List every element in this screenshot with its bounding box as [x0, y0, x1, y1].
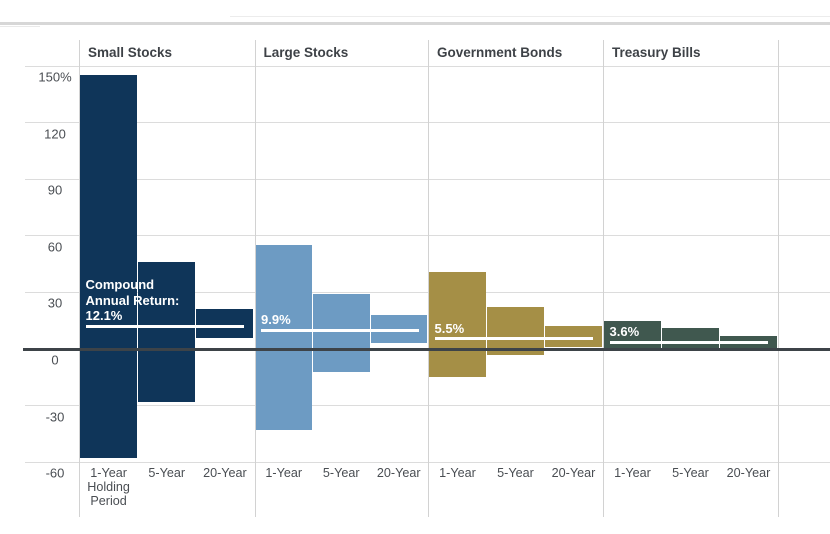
x-axis-label-line: 1-Year: [439, 466, 476, 480]
y-tick-label: -30: [45, 409, 65, 425]
compound-return-label-line: 12.1%: [85, 308, 123, 324]
x-axis-label-line: 5-Year: [672, 466, 709, 480]
group-header-large-stocks: Large Stocks: [263, 45, 349, 60]
y-gridline: [25, 178, 830, 180]
column-divider: [428, 40, 429, 517]
compound-return-label-line: 5.5%: [434, 320, 465, 336]
x-axis-label-line: 20-Year: [203, 466, 247, 480]
compound-return-label-large-stocks: 9.9%: [261, 312, 291, 328]
y-tick-label: 30: [47, 295, 63, 311]
top-rule: [0, 22, 830, 25]
compound-return-label-line: 9.9%: [261, 312, 291, 328]
x-axis-label: 5-Year: [497, 466, 534, 480]
x-axis-label: 5-Year: [323, 466, 360, 480]
x-axis-label: 20-Year: [377, 466, 421, 480]
y-gridline: [25, 122, 830, 124]
zero-axis-line: [23, 347, 830, 351]
bar-small-stocks-20-year: [196, 309, 254, 338]
y-tick-label: 150%: [38, 69, 72, 85]
compound-return-label-line: 3.6%: [609, 324, 640, 340]
column-divider: [79, 40, 80, 517]
x-axis-label: 1-Year: [439, 466, 476, 480]
column-divider: [778, 40, 779, 517]
y-gridline: [25, 235, 830, 237]
group-header-government-bonds: Government Bonds: [437, 45, 563, 60]
compound-return-line-government-bonds: [434, 337, 593, 341]
compound-return-line-treasury-bills: [609, 340, 768, 344]
bar-large-stocks-1-year: [255, 245, 312, 431]
bar-treasury-bills-5-year: [662, 328, 719, 349]
bar-large-stocks-5-year: [313, 294, 370, 372]
bar-small-stocks-1-year: [80, 75, 138, 459]
x-axis-label-line: 5-Year: [148, 466, 186, 480]
group-header-treasury-bills: Treasury Bills: [612, 45, 701, 60]
x-axis-label: 1-Year Holding Period: [87, 466, 130, 508]
y-gridline: [25, 291, 830, 293]
compound-return-line-small-stocks: [85, 324, 244, 328]
y-gridline: [25, 461, 830, 463]
x-axis-label: 20-Year: [552, 466, 596, 480]
x-axis-label-line: 1-Year: [90, 466, 127, 480]
y-tick-label: 0: [51, 352, 59, 368]
bar-small-stocks-5-year: [138, 262, 196, 402]
compound-return-label-small-stocks: Compound Annual Return: 12.1%: [86, 277, 180, 324]
x-axis-label-line: 1-Year: [614, 466, 651, 480]
x-axis-label-line: 5-Year: [497, 466, 534, 480]
x-axis-label: 1-Year: [265, 466, 302, 480]
y-gridline: [25, 65, 830, 67]
x-axis-label-line: 20-Year: [376, 466, 421, 480]
bar-government-bonds-1-year: [429, 271, 486, 378]
y-tick-label: -60: [45, 465, 65, 481]
x-axis-label-line: 1-Year: [265, 466, 303, 480]
x-axis-label: 5-Year: [148, 466, 185, 480]
x-axis-label-line: 5-Year: [322, 466, 360, 480]
column-divider: [603, 40, 604, 517]
top-rule-stub: [0, 25, 40, 27]
y-tick-label: 90: [47, 182, 63, 198]
compound-return-line-large-stocks: [261, 328, 419, 332]
x-axis-label: 5-Year: [672, 466, 709, 480]
group-header-small-stocks: Small Stocks: [88, 45, 173, 60]
bar-government-bonds-20-year: [545, 326, 602, 348]
top-faint-rule: [230, 16, 830, 17]
x-axis-label-line: 20-Year: [726, 466, 771, 480]
compound-return-label-line: Annual Return:: [85, 292, 180, 308]
x-axis-label: 1-Year: [614, 466, 651, 480]
compound-return-label-line: Compound: [85, 277, 155, 293]
compound-return-label-treasury-bills: 3.6%: [610, 324, 640, 340]
x-axis-label-line: Period: [90, 494, 127, 508]
bar-treasury-bills-1-year: [604, 320, 661, 349]
y-tick-label: 60: [47, 239, 63, 255]
y-tick-label: 120: [44, 126, 66, 142]
compound-return-label-government-bonds: 5.5%: [435, 321, 465, 337]
x-axis-label-line: 20-Year: [551, 466, 596, 480]
x-axis-label-line: Holding: [87, 480, 130, 494]
column-divider: [254, 40, 256, 517]
x-axis-label: 20-Year: [727, 466, 771, 480]
bar-government-bonds-5-year: [487, 307, 544, 355]
y-gridline: [25, 405, 830, 407]
x-axis-label: 20-Year: [203, 466, 247, 480]
